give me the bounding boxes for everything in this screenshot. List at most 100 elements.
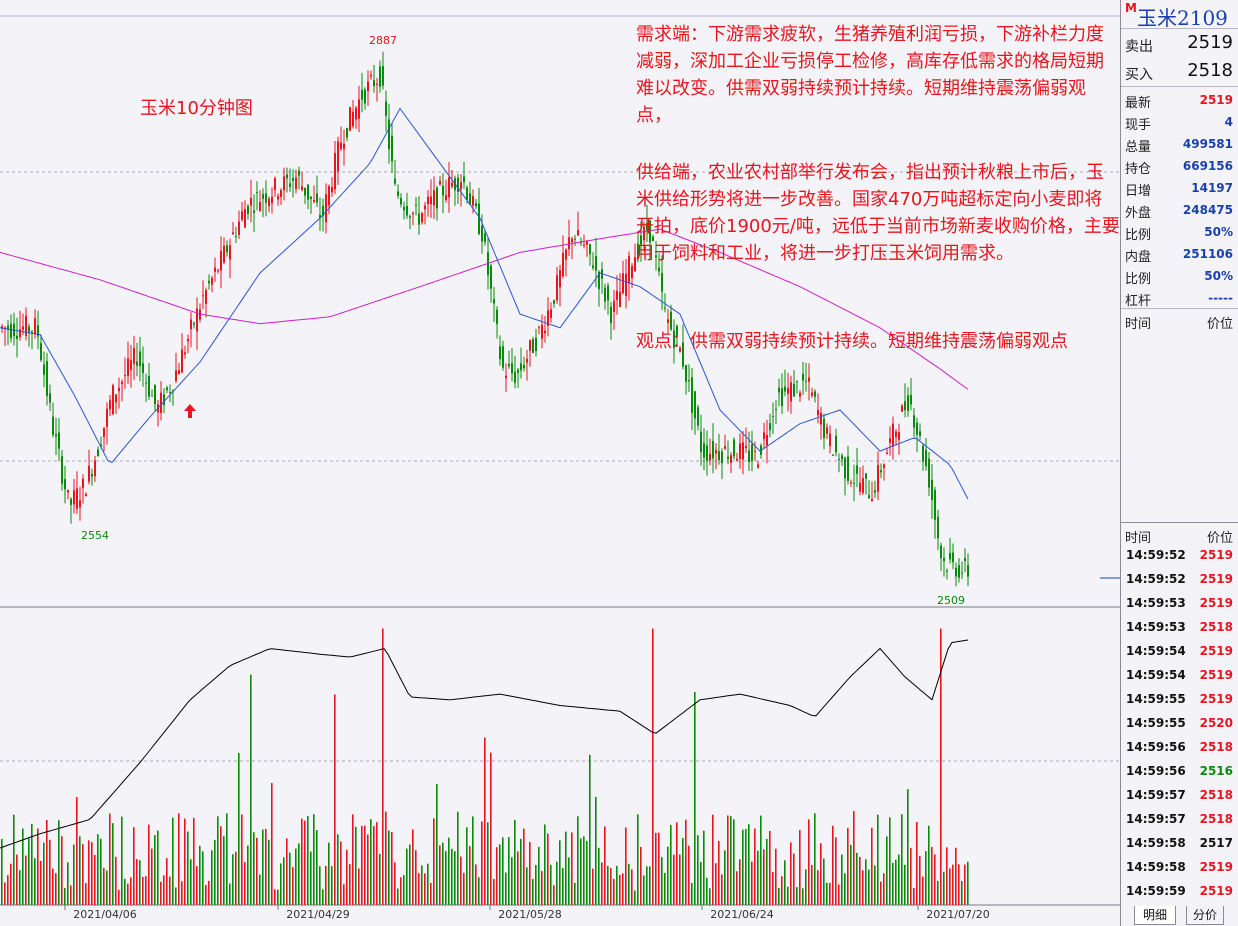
candle-body — [346, 128, 348, 138]
candle-body — [184, 352, 186, 355]
volume-bar — [466, 827, 468, 905]
candle-body — [952, 552, 954, 563]
volume-bar — [694, 692, 696, 905]
stat-label: 内盘 — [1125, 250, 1152, 265]
volume-bar — [40, 860, 42, 905]
candle-body — [145, 382, 147, 384]
volume-bar — [784, 860, 786, 905]
candle-body — [880, 470, 882, 473]
candle-body — [898, 432, 900, 440]
volume-bar — [682, 838, 684, 905]
volume-bar — [112, 823, 114, 905]
candle-body — [856, 465, 858, 474]
volume-bar — [877, 814, 879, 905]
volume-bar — [400, 877, 402, 905]
volume-bar — [832, 825, 834, 905]
volume-bar — [739, 859, 741, 905]
volume-bar — [421, 865, 423, 905]
candle-body — [904, 401, 906, 411]
contract-header[interactable]: M 玉米2109 — [1121, 0, 1238, 30]
volume-bar — [451, 848, 453, 905]
candle-body — [88, 465, 90, 482]
tick-time: 14:59:58 — [1126, 860, 1186, 874]
volume-bar — [142, 876, 144, 905]
candle-body — [883, 464, 885, 468]
volume-bar — [610, 867, 612, 905]
candle-body — [40, 343, 42, 361]
candle-body — [847, 456, 849, 481]
candle-body — [256, 192, 258, 194]
tick-time: 14:59:54 — [1126, 668, 1186, 682]
volume-bar — [439, 845, 441, 905]
tab-detail[interactable]: 明细 — [1134, 906, 1177, 925]
candle-body — [916, 422, 918, 435]
candle-body — [313, 200, 315, 202]
candle-body — [94, 460, 96, 477]
stat-row: 现手 4 — [1121, 110, 1238, 133]
candle-body — [472, 196, 474, 206]
candle-body — [634, 257, 636, 272]
candle-body — [667, 319, 669, 323]
volume-bar — [811, 864, 813, 905]
volume-bar — [805, 869, 807, 905]
volume-bar — [526, 867, 528, 905]
candle-body — [259, 202, 261, 211]
volume-bar — [817, 870, 819, 905]
candle-body — [277, 196, 279, 200]
tab-price-distribution[interactable]: 分价 — [1186, 906, 1225, 925]
tick-row: 14:59:57 2518 — [1121, 808, 1238, 832]
volume-bar — [676, 822, 678, 905]
candle-body — [478, 203, 480, 234]
candle-body — [262, 194, 264, 199]
candlestick-chart[interactable]: 2887 2554 2509 2021/04/06 2021/04/29 2021/05/… — [0, 0, 1120, 926]
volume-bar — [475, 864, 477, 905]
candle-body — [31, 331, 33, 333]
volume-bar — [331, 866, 333, 905]
candle-body — [319, 214, 321, 218]
candle-body — [412, 212, 414, 214]
tick-time: 14:59:56 — [1126, 764, 1186, 778]
volume-bar — [532, 878, 534, 905]
candle-body — [736, 458, 738, 461]
volume-bar — [790, 842, 792, 905]
volume-bar — [91, 842, 93, 905]
candle-body — [688, 379, 690, 382]
candle-body — [205, 290, 207, 304]
chart-area[interactable]: 2887 2554 2509 2021/04/06 2021/04/29 2021/05/… — [0, 0, 1120, 926]
tick-price: 2519 — [1199, 668, 1233, 682]
candle-body — [439, 181, 441, 185]
candle-body — [364, 89, 366, 104]
tick-row: 14:59:58 2517 — [1121, 832, 1238, 856]
tick-price: 2516 — [1199, 764, 1233, 778]
candle-body — [811, 392, 813, 396]
volume-bar — [430, 883, 432, 905]
candle-body — [217, 270, 219, 272]
candle-body — [64, 479, 66, 490]
volume-bar — [31, 823, 33, 905]
candle-body — [877, 465, 879, 492]
volume-bar — [742, 829, 744, 905]
volume-bar — [580, 838, 582, 905]
candle-body — [124, 374, 126, 376]
open-interest-line — [0, 639, 969, 849]
volume-bar — [22, 828, 24, 905]
candle-body — [808, 377, 810, 382]
volume-bar — [619, 875, 621, 905]
candle-body — [691, 377, 693, 413]
volume-bar — [211, 850, 213, 905]
candle-body — [841, 455, 843, 460]
last-low-label: 2509 — [937, 594, 965, 607]
stat-value: 4 — [1224, 115, 1233, 129]
candle-body — [235, 236, 237, 238]
volume-bar — [193, 817, 195, 905]
candle-body — [523, 365, 525, 369]
bid-value: 2518 — [1187, 60, 1233, 81]
candle-body — [955, 567, 957, 577]
candle-body — [730, 455, 732, 463]
candle-body — [148, 375, 150, 397]
candle-body — [517, 369, 519, 373]
x-tick-label: 2021/04/29 — [286, 908, 349, 921]
volume-bar — [562, 868, 564, 905]
volume-bar — [151, 848, 153, 905]
volume-bar — [595, 796, 597, 905]
